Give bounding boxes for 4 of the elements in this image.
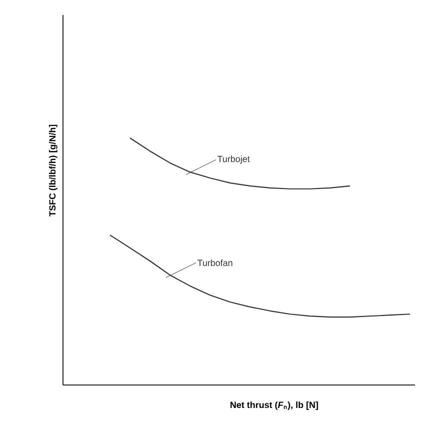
- y-axis-title: TSFC (lb/lbf/h) [g/N/h]: [48, 124, 58, 216]
- text: Turbofan: [197, 259, 232, 266]
- x-axis-title: Net thrust (F$_{n}$), lb [N]: [230, 401, 318, 410]
- series-label: Turbojet: [217, 156, 250, 164]
